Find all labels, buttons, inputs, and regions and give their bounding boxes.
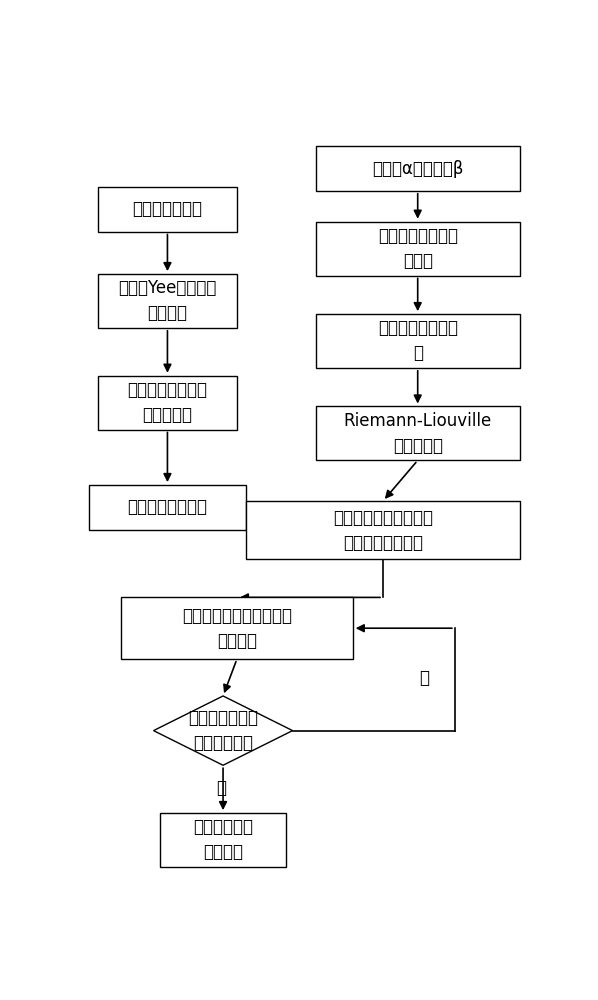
- FancyBboxPatch shape: [89, 485, 246, 530]
- FancyBboxPatch shape: [160, 813, 286, 867]
- FancyBboxPatch shape: [316, 314, 520, 368]
- FancyBboxPatch shape: [316, 222, 520, 276]
- FancyBboxPatch shape: [246, 501, 520, 559]
- Text: 否: 否: [420, 669, 429, 687]
- Text: Riemann-Liouville
分数阶积分: Riemann-Liouville 分数阶积分: [344, 412, 492, 455]
- Text: 计算电磁场初始值: 计算电磁场初始值: [127, 498, 208, 516]
- FancyBboxPatch shape: [121, 597, 353, 659]
- FancyBboxPatch shape: [98, 274, 237, 328]
- Text: 非均匀Yee网格剖分
计算区域: 非均匀Yee网格剖分 计算区域: [118, 279, 216, 322]
- FancyBboxPatch shape: [316, 406, 520, 460]
- Text: 是否完成全部时
刻迭代计算？: 是否完成全部时 刻迭代计算？: [188, 709, 258, 752]
- FancyBboxPatch shape: [98, 187, 237, 232]
- Text: 计算下一时刻全空间电、
磁场响应: 计算下一时刻全空间电、 磁场响应: [182, 607, 292, 650]
- Text: 频域分数阶控制方
程: 频域分数阶控制方 程: [378, 319, 457, 362]
- Text: 保存计算结果
绘制成图: 保存计算结果 绘制成图: [193, 818, 253, 861]
- Text: 是: 是: [216, 779, 225, 797]
- Text: 粗糙度α，极化率β: 粗糙度α，极化率β: [372, 160, 463, 178]
- FancyBboxPatch shape: [316, 146, 520, 191]
- FancyBboxPatch shape: [98, 376, 237, 430]
- Text: 基于有限差分算法推导
电、磁场迭代方程: 基于有限差分算法推导 电、磁场迭代方程: [333, 509, 433, 552]
- Text: 频域分数阶电导率
表达式: 频域分数阶电导率 表达式: [378, 227, 457, 270]
- Polygon shape: [154, 696, 292, 765]
- Text: 设置计算域参数: 设置计算域参数: [132, 200, 203, 218]
- Text: 确定初始时刻及初
始时间步长: 确定初始时刻及初 始时间步长: [127, 381, 208, 424]
